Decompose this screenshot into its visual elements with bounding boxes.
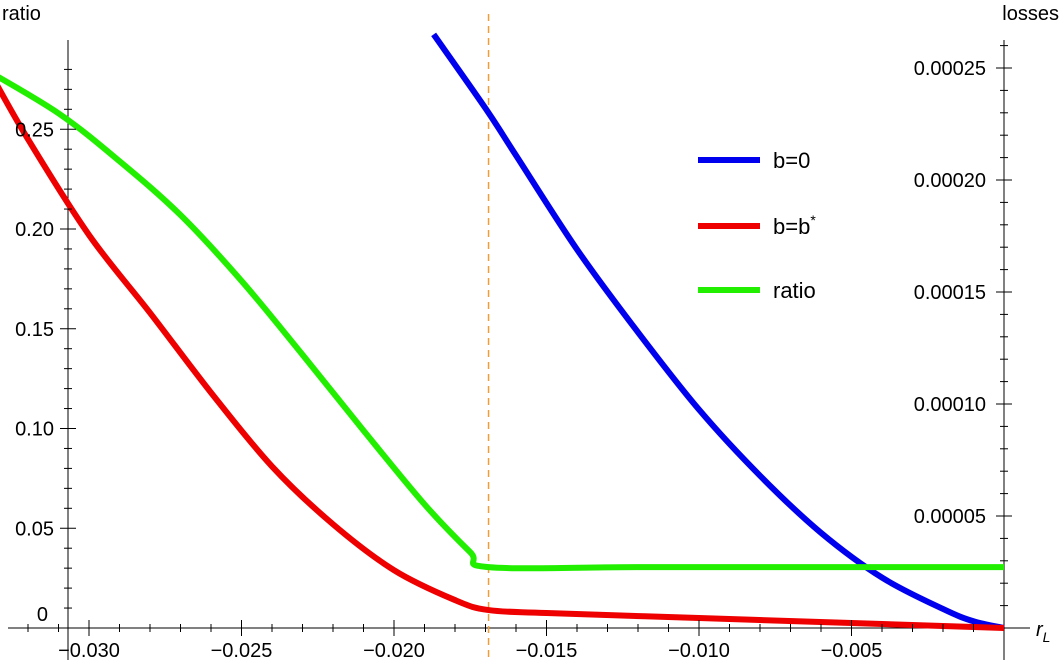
left-axis-origin-label: 0 bbox=[37, 604, 48, 626]
x-tick-label: −0.030 bbox=[58, 640, 120, 662]
series-line-ratio bbox=[0, 74, 1004, 572]
left-tick-label: 0.10 bbox=[15, 419, 54, 441]
x-tick-label: −0.005 bbox=[821, 640, 883, 662]
right-tick-label: 0.00005 bbox=[914, 506, 986, 528]
x-tick-label: −0.010 bbox=[668, 640, 730, 662]
left-tick-label: 0.05 bbox=[15, 518, 54, 540]
right-tick-label: 0.00010 bbox=[914, 394, 986, 416]
legend-label-superscript: * bbox=[810, 212, 816, 228]
x-tick-label: −0.015 bbox=[516, 640, 578, 662]
series-line-b-0 bbox=[431, 32, 1005, 631]
series-layer bbox=[0, 32, 1005, 631]
left-tick-label: 0.20 bbox=[15, 219, 54, 241]
legend: b=0 b=b* ratio bbox=[698, 148, 816, 303]
legend-label-ratio: ratio bbox=[773, 278, 816, 303]
right-tick-label: 0.00015 bbox=[914, 282, 986, 304]
legend-label-b-0: b=0 bbox=[773, 148, 810, 173]
left-tick-label: 0.15 bbox=[15, 319, 54, 341]
right-tick-label: 0.00020 bbox=[914, 170, 986, 192]
legend-label-b-star: b=b* bbox=[773, 212, 816, 239]
series-line-b-star bbox=[0, 84, 1005, 631]
x-axis-title-subscript: L bbox=[1043, 629, 1051, 645]
right-tick-label: 0.00025 bbox=[914, 58, 986, 80]
x-tick-label: −0.020 bbox=[363, 640, 425, 662]
left-tick-label: 0.25 bbox=[15, 119, 54, 141]
right-axis-title: losses bbox=[1002, 3, 1059, 25]
axes: ratio losses rL 0 bbox=[2, 3, 1059, 660]
left-axis-title: ratio bbox=[2, 3, 41, 25]
x-axis-title: rL bbox=[1036, 619, 1050, 645]
ticks-layer: −0.030 −0.025 −0.020 −0.015 −0.010 −0.005 0.05… bbox=[15, 45, 1012, 662]
x-tick-label: −0.025 bbox=[211, 640, 273, 662]
